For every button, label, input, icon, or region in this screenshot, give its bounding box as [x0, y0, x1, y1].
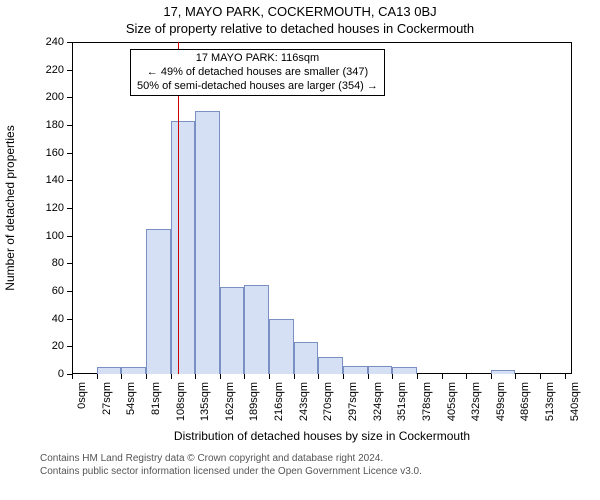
histogram-bar [269, 319, 294, 374]
x-tick-label: 513sqm [544, 382, 556, 421]
x-tick [244, 374, 245, 379]
axis-border [571, 42, 572, 374]
histogram-bar [491, 370, 516, 374]
x-tick [318, 374, 319, 379]
page-title: 17, MAYO PARK, COCKERMOUTH, CA13 0BJ [0, 0, 600, 19]
x-tick [540, 374, 541, 379]
y-tick-label: 40 [34, 313, 64, 325]
histogram-bar [318, 357, 343, 374]
y-tick-label: 220 [34, 64, 64, 76]
x-tick-label: 189sqm [248, 382, 260, 421]
x-tick [195, 374, 196, 379]
x-tick-label: 378sqm [421, 382, 433, 421]
x-tick-label: 27sqm [101, 382, 113, 415]
x-tick [392, 374, 393, 379]
x-tick-label: 243sqm [298, 382, 310, 421]
y-tick-label: 180 [34, 119, 64, 131]
y-tick-label: 80 [34, 257, 64, 269]
y-tick-label: 120 [34, 202, 64, 214]
y-tick-label: 160 [34, 147, 64, 159]
annotation-line-2: ← 49% of detached houses are smaller (34… [137, 66, 378, 80]
x-tick-label: 54sqm [125, 382, 137, 415]
y-tick [67, 125, 72, 126]
x-tick [491, 374, 492, 379]
x-tick-label: 81sqm [150, 382, 162, 415]
x-tick-label: 216sqm [273, 382, 285, 421]
x-tick [466, 374, 467, 379]
y-tick [67, 97, 72, 98]
axis-border [72, 42, 73, 374]
x-tick [417, 374, 418, 379]
x-tick-label: 135sqm [199, 382, 211, 421]
x-tick-label: 324sqm [372, 382, 384, 421]
footer-line-2: Contains public sector information licen… [40, 465, 422, 478]
histogram-bar [195, 111, 220, 374]
y-tick-label: 20 [34, 340, 64, 352]
y-tick [67, 346, 72, 347]
footer-attribution: Contains HM Land Registry data © Crown c… [40, 452, 422, 478]
x-tick-label: 459sqm [495, 382, 507, 421]
x-tick-label: 405sqm [446, 382, 458, 421]
x-axis-label: Distribution of detached houses by size … [72, 429, 572, 443]
x-tick [171, 374, 172, 379]
y-tick [67, 291, 72, 292]
histogram-bar [368, 366, 393, 374]
page-subtitle: Size of property relative to detached ho… [0, 19, 600, 36]
x-tick-label: 540sqm [569, 382, 581, 421]
x-tick-label: 0sqm [76, 382, 88, 409]
x-tick-label: 108sqm [175, 382, 187, 421]
x-tick [294, 374, 295, 379]
annotation-box: 17 MAYO PARK: 116sqm ← 49% of detached h… [130, 49, 385, 96]
y-tick-label: 60 [34, 285, 64, 297]
x-tick [121, 374, 122, 379]
x-tick [72, 374, 73, 379]
y-tick [67, 263, 72, 264]
y-tick-label: 0 [34, 368, 64, 380]
y-tick-label: 200 [34, 91, 64, 103]
y-tick [67, 70, 72, 71]
x-tick [565, 374, 566, 379]
histogram-bar [97, 367, 122, 374]
y-tick [67, 319, 72, 320]
x-tick [97, 374, 98, 379]
y-tick [67, 236, 72, 237]
y-tick [67, 180, 72, 181]
histogram-bar [146, 229, 171, 374]
histogram-bar [392, 367, 417, 374]
x-tick-label: 432sqm [470, 382, 482, 421]
x-tick-label: 162sqm [224, 382, 236, 421]
x-tick [368, 374, 369, 379]
x-tick [343, 374, 344, 379]
x-tick-label: 486sqm [519, 382, 531, 421]
histogram-bar [121, 367, 146, 374]
footer-line-1: Contains HM Land Registry data © Crown c… [40, 452, 422, 465]
histogram-bar [244, 285, 269, 374]
x-tick-label: 297sqm [347, 382, 359, 421]
histogram-bar [171, 121, 196, 374]
histogram-bar [294, 342, 319, 374]
x-tick [146, 374, 147, 379]
x-tick [442, 374, 443, 379]
histogram-bar [343, 366, 368, 374]
annotation-line-3: 50% of semi-detached houses are larger (… [137, 80, 378, 94]
histogram-bar [220, 287, 245, 374]
y-tick [67, 42, 72, 43]
axis-border [72, 42, 572, 43]
x-tick [515, 374, 516, 379]
y-tick [67, 208, 72, 209]
y-tick-label: 140 [34, 174, 64, 186]
y-tick [67, 153, 72, 154]
x-tick-label: 270sqm [322, 382, 334, 421]
x-tick [220, 374, 221, 379]
y-axis-label: Number of detached properties [3, 125, 17, 290]
y-tick-label: 100 [34, 230, 64, 242]
x-tick-label: 351sqm [396, 382, 408, 421]
annotation-line-1: 17 MAYO PARK: 116sqm [137, 52, 378, 66]
y-tick-label: 240 [34, 36, 64, 48]
x-tick [269, 374, 270, 379]
